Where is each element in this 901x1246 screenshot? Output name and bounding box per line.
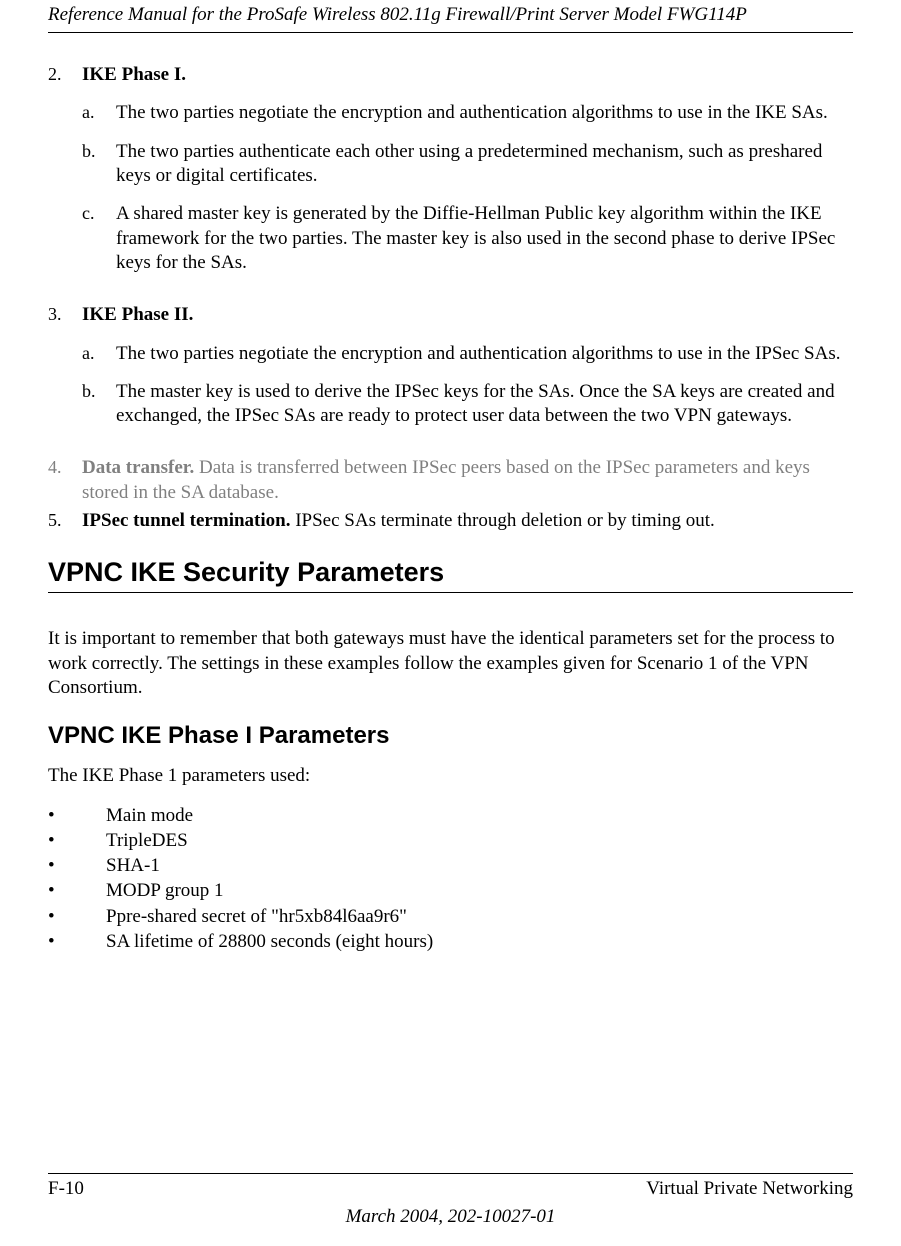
sub-body: A shared master key is generated by the … xyxy=(116,202,853,275)
sub-number: a. xyxy=(82,342,116,366)
bullet-dot: • xyxy=(48,853,106,878)
bullet-item: •MODP group 1 xyxy=(48,878,853,903)
footer: F-10 Virtual Private Networking March 20… xyxy=(48,1173,853,1228)
item-title: IKE Phase I. xyxy=(82,64,186,85)
sub-item-b: b. The two parties authenticate each oth… xyxy=(82,140,853,189)
item-body: IKE Phase I. a. The two parties negotiat… xyxy=(82,63,853,289)
item-title: IPSec tunnel termination. xyxy=(82,510,295,531)
bullet-text: TripleDES xyxy=(106,828,853,853)
item-number: 5. xyxy=(48,509,82,533)
bullet-text: SHA-1 xyxy=(106,853,853,878)
bullet-dot: • xyxy=(48,878,106,903)
paragraph: It is important to remember that both ga… xyxy=(48,627,853,700)
sub-list: a. The two parties negotiate the encrypt… xyxy=(82,342,853,429)
bullet-dot: • xyxy=(48,904,106,929)
sub-item-a: a. The two parties negotiate the encrypt… xyxy=(82,101,853,125)
bullet-dot: • xyxy=(48,803,106,828)
running-header: Reference Manual for the ProSafe Wireles… xyxy=(48,0,853,32)
bullet-item: •TripleDES xyxy=(48,828,853,853)
list-item-3: 3. IKE Phase II. a. The two parties nego… xyxy=(48,303,853,442)
bullet-text: Ppre-shared secret of "hr5xb84l6aa9r6" xyxy=(106,904,853,929)
bullet-item: •Ppre-shared secret of "hr5xb84l6aa9r6" xyxy=(48,904,853,929)
list-item-5: 5. IPSec tunnel termination. IPSec SAs t… xyxy=(48,509,853,533)
heading-rule xyxy=(48,592,853,593)
page: Reference Manual for the ProSafe Wireles… xyxy=(0,0,901,1246)
sub-body: The two parties authenticate each other … xyxy=(116,140,853,189)
bullet-item: •SHA-1 xyxy=(48,853,853,878)
sub-body: The two parties negotiate the encryption… xyxy=(116,101,853,125)
item-body: Data transfer. Data is transferred betwe… xyxy=(82,456,853,505)
item-title: IKE Phase II. xyxy=(82,304,193,325)
bullet-dot: • xyxy=(48,929,106,954)
item-number: 2. xyxy=(48,63,82,289)
heading-1: VPNC IKE Security Parameters xyxy=(48,557,853,588)
sub-number: b. xyxy=(82,140,116,189)
item-number: 3. xyxy=(48,303,82,442)
footer-line: F-10 Virtual Private Networking xyxy=(48,1178,853,1200)
item-title: Data transfer. xyxy=(82,457,199,478)
footer-section: Virtual Private Networking xyxy=(646,1178,853,1200)
sub-number: b. xyxy=(82,380,116,429)
bullet-text: Main mode xyxy=(106,803,853,828)
item-rest: IPSec SAs terminate through deletion or … xyxy=(295,510,715,531)
sub-list: a. The two parties negotiate the encrypt… xyxy=(82,101,853,275)
list-item-2: 2. IKE Phase I. a. The two parties negot… xyxy=(48,63,853,289)
header-rule xyxy=(48,32,853,33)
item-body: IKE Phase II. a. The two parties negotia… xyxy=(82,303,853,442)
bullet-item: •Main mode xyxy=(48,803,853,828)
sub-item-b: b. The master key is used to derive the … xyxy=(82,380,853,429)
bullet-text: SA lifetime of 28800 seconds (eight hour… xyxy=(106,929,853,954)
bullet-item: •SA lifetime of 28800 seconds (eight hou… xyxy=(48,929,853,954)
item-number: 4. xyxy=(48,456,82,505)
footer-page: F-10 xyxy=(48,1178,84,1200)
bullet-dot: • xyxy=(48,828,106,853)
list-item-4: 4. Data transfer. Data is transferred be… xyxy=(48,456,853,505)
sub-number: c. xyxy=(82,202,116,275)
sub-item-a: a. The two parties negotiate the encrypt… xyxy=(82,342,853,366)
footer-rule xyxy=(48,1173,853,1174)
numbered-list: 2. IKE Phase I. a. The two parties negot… xyxy=(48,63,853,533)
bullet-list: •Main mode •TripleDES •SHA-1 •MODP group… xyxy=(48,803,853,955)
item-body: IPSec tunnel termination. IPSec SAs term… xyxy=(82,509,853,533)
bullet-text: MODP group 1 xyxy=(106,878,853,903)
sub-item-c: c. A shared master key is generated by t… xyxy=(82,202,853,275)
footer-date: March 2004, 202-10027-01 xyxy=(48,1206,853,1228)
sub-body: The two parties negotiate the encryption… xyxy=(116,342,853,366)
paragraph: The IKE Phase 1 parameters used: xyxy=(48,764,853,788)
sub-number: a. xyxy=(82,101,116,125)
sub-body: The master key is used to derive the IPS… xyxy=(116,380,853,429)
heading-2: VPNC IKE Phase I Parameters xyxy=(48,722,853,750)
